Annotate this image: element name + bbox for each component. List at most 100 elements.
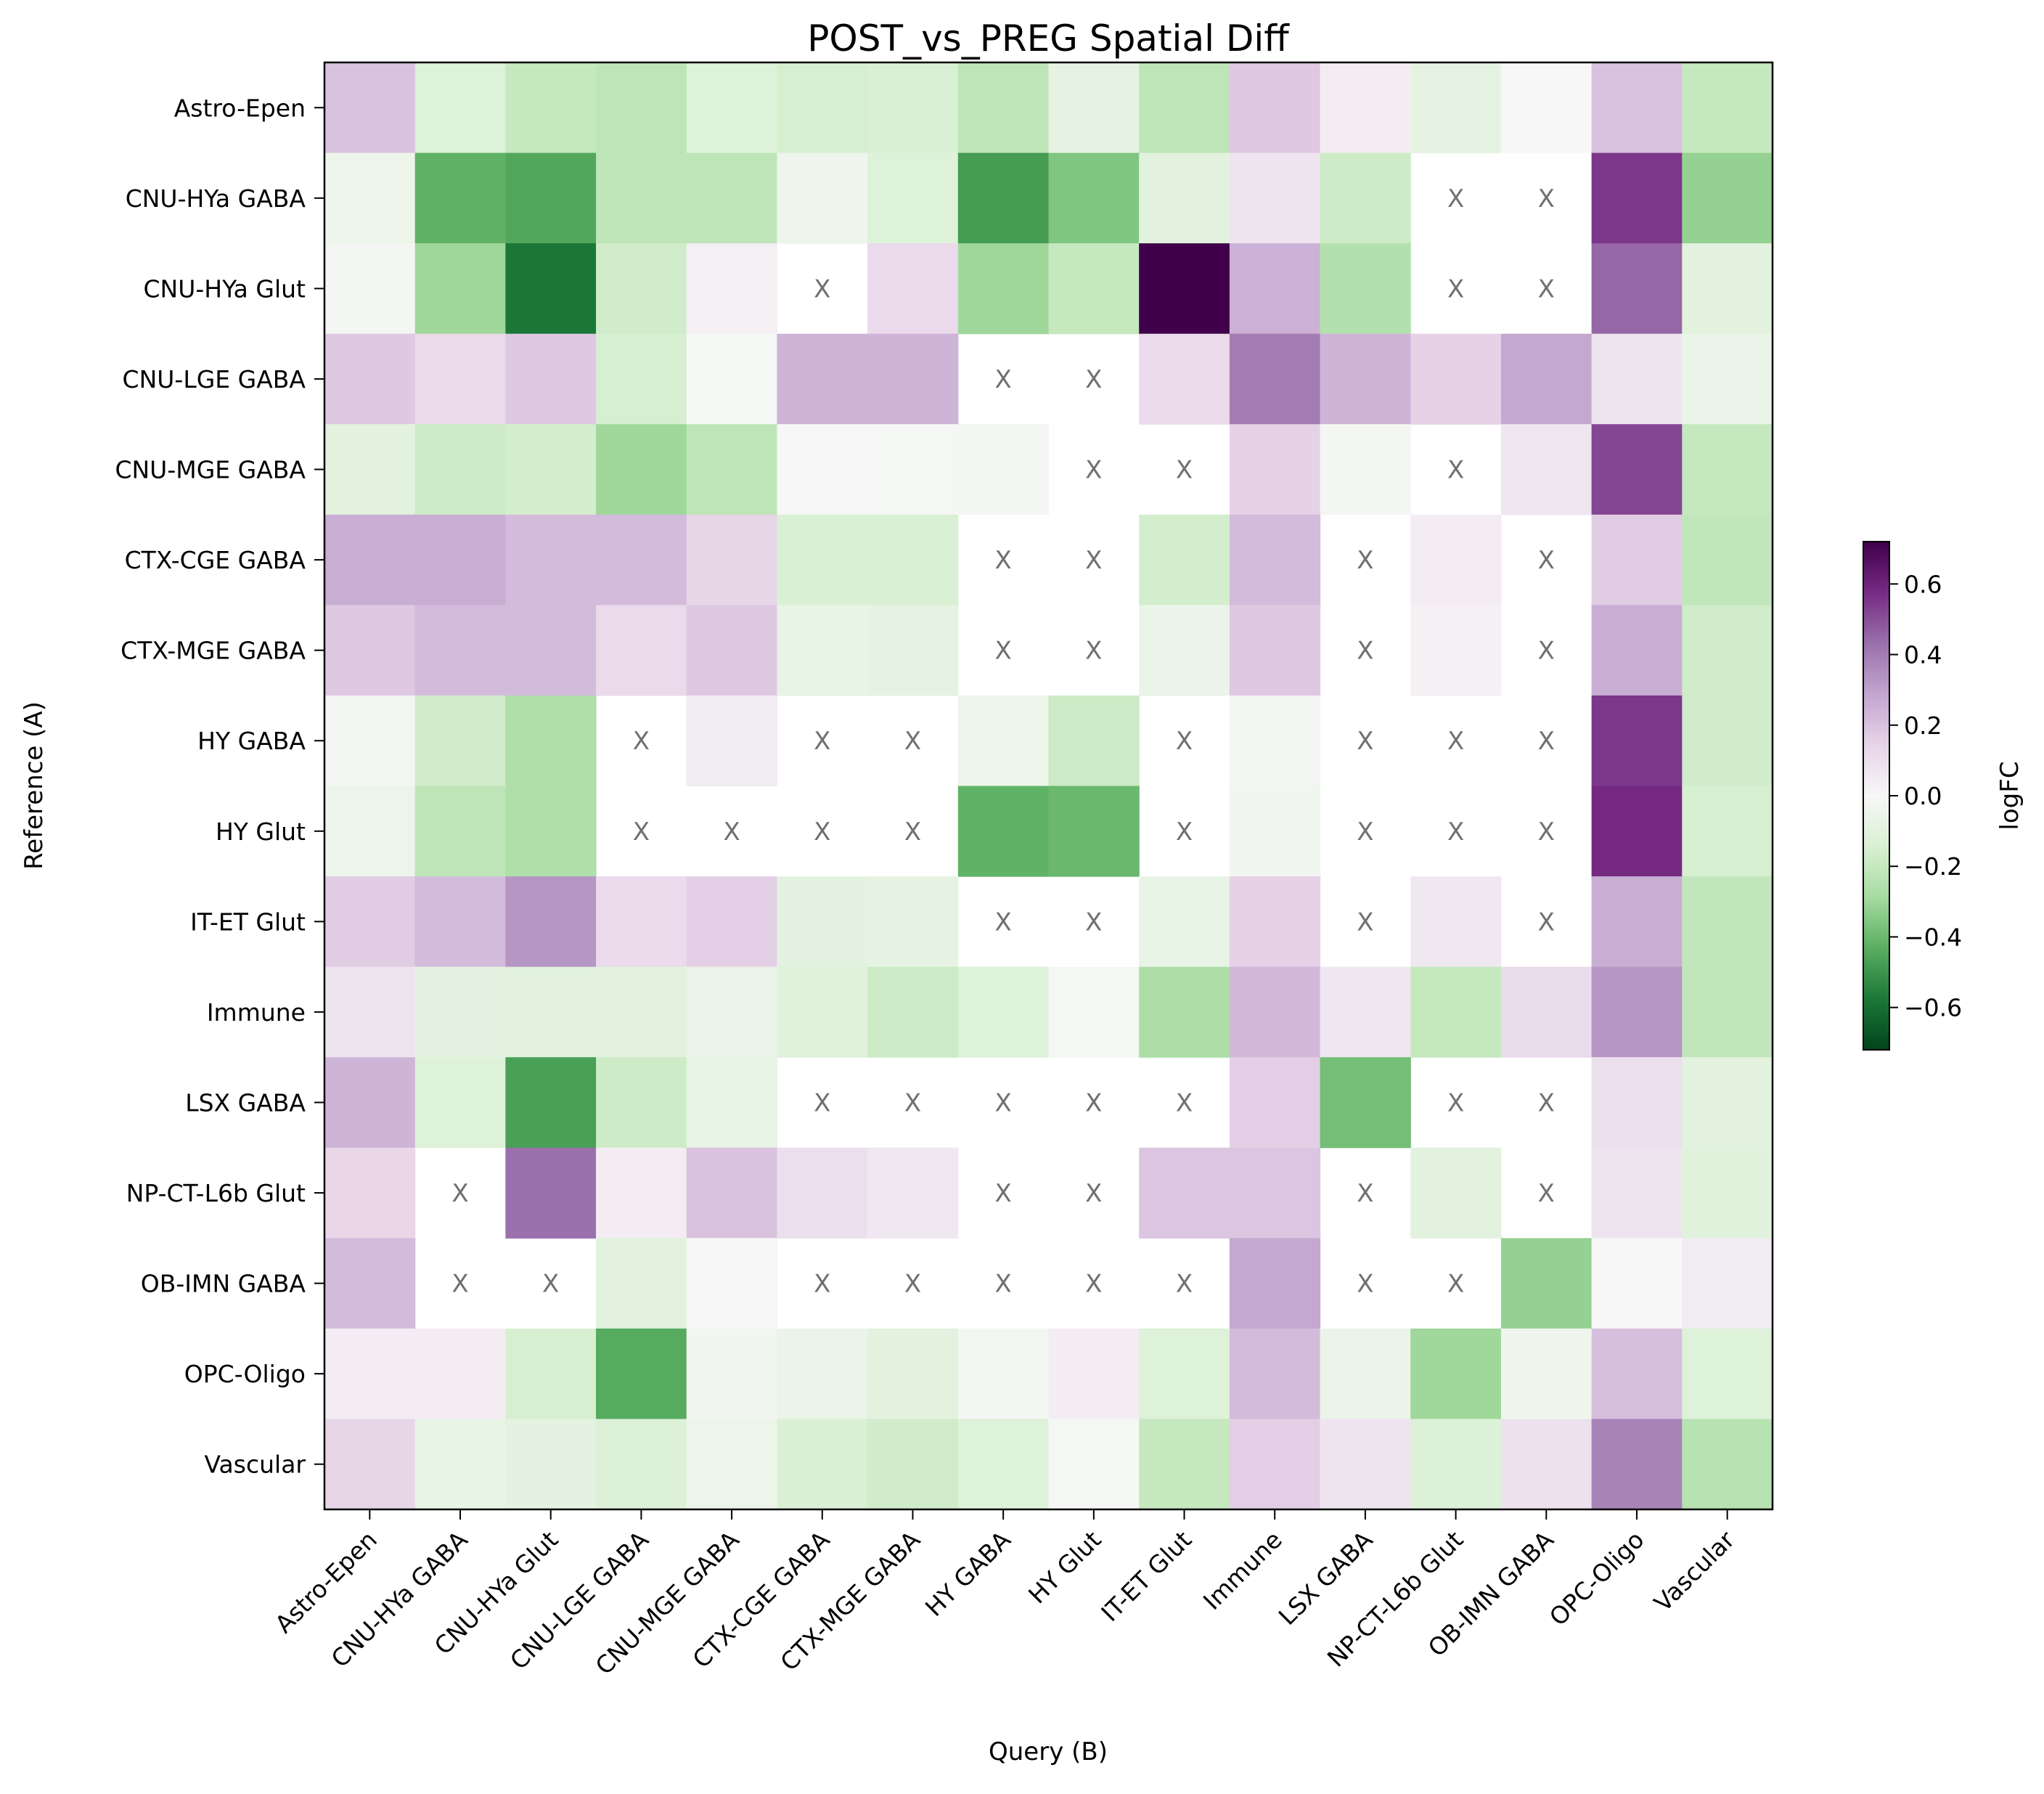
heatmap-cell: [324, 876, 416, 968]
heatmap-cell: [686, 1147, 778, 1239]
heatmap-cell: [505, 62, 597, 154]
missing-marker: X: [1085, 456, 1102, 485]
heatmap-cell: [686, 1328, 778, 1420]
missing-marker: X: [633, 818, 650, 847]
heatmap-cell: [414, 605, 506, 696]
heatmap-cell: [1500, 966, 1593, 1058]
missing-marker: X: [904, 1270, 921, 1299]
y-tick-label: Immune: [207, 998, 306, 1027]
heatmap-cell: [1320, 243, 1411, 335]
missing-marker: X: [451, 1270, 468, 1299]
heatmap-cell: [777, 1419, 868, 1510]
heatmap-cell: [505, 695, 597, 787]
missing-marker: X: [1447, 184, 1464, 213]
x-tick-label: Immune: [1198, 1525, 1288, 1615]
heatmap-cell: [957, 152, 1050, 244]
missing-marker: X: [995, 908, 1012, 937]
missing-marker: X: [1176, 456, 1193, 485]
colorbar-label: logFC: [1995, 761, 2024, 830]
heatmap-cell: [777, 1147, 868, 1239]
heatmap-cell: [1139, 1328, 1230, 1420]
y-tick-label: CNU-MGE GABA: [115, 456, 306, 484]
missing-marker: X: [995, 546, 1012, 575]
heatmap-cell: [1229, 333, 1321, 425]
missing-marker: X: [1357, 818, 1373, 847]
heatmap-cell: [686, 966, 778, 1058]
missing-marker: X: [1447, 1089, 1464, 1118]
heatmap-cell: [1410, 1328, 1502, 1420]
colorbar-tick-label: −0.4: [1904, 923, 1962, 951]
missing-marker: X: [1538, 184, 1555, 213]
colorbar-tick-label: −0.6: [1904, 994, 1962, 1022]
heatmap-cell: [1682, 966, 1773, 1058]
heatmap-cell: [1682, 152, 1773, 244]
heatmap-cell: [1229, 514, 1321, 606]
heatmap-cell: [324, 152, 416, 244]
x-tick-label: HY Glut: [1023, 1525, 1106, 1609]
heatmap-cell: [1591, 605, 1683, 696]
heatmap-cell: [505, 152, 597, 244]
missing-marker: X: [633, 727, 650, 756]
heatmap-cell: [596, 514, 687, 606]
heatmap-cell: [1591, 243, 1683, 335]
heatmap-cell: [1591, 62, 1683, 154]
missing-marker: X: [1447, 1270, 1464, 1299]
heatmap-cell: [686, 424, 778, 515]
heatmap-cell: [1320, 424, 1411, 515]
heatmap-cell: [957, 424, 1050, 515]
y-tick-label: NP-CT-L6b Glut: [126, 1179, 306, 1207]
heatmap-cell: [505, 514, 597, 606]
heatmap-cell: [596, 605, 687, 696]
heatmap-cell: [1229, 695, 1321, 787]
x-tick-label: OPC-Oligo: [1544, 1525, 1650, 1631]
heatmap-cell: [867, 333, 959, 425]
heatmap-cell: [1048, 966, 1140, 1058]
heatmap-cell: [1682, 1147, 1773, 1239]
heatmap-cell: [596, 1419, 687, 1510]
heatmap-cell: [324, 1238, 416, 1329]
missing-marker: X: [814, 818, 830, 847]
heatmap-cell: [1048, 786, 1140, 877]
y-tick-label: CTX-MGE GABA: [120, 637, 306, 665]
heatmap-cell: [1591, 1147, 1683, 1239]
heatmap-cell: [324, 424, 416, 515]
missing-marker: X: [995, 1270, 1012, 1299]
missing-marker: X: [1538, 637, 1555, 666]
heatmap-cell: [686, 152, 778, 244]
heatmap-cell: [1048, 695, 1140, 787]
heatmap-cell: [1048, 243, 1140, 335]
heatmap-cell: [1682, 62, 1773, 154]
heatmap-cell: [1682, 243, 1773, 335]
heatmap-cell: [1682, 786, 1773, 877]
heatmap-cell: [324, 1147, 416, 1239]
missing-marker: X: [1538, 546, 1555, 575]
heatmap-cell: [1682, 695, 1773, 787]
heatmap-cell: [1682, 1328, 1773, 1420]
missing-marker: X: [1447, 818, 1464, 847]
heatmap-cell: [414, 966, 506, 1058]
heatmap-cell: [1139, 876, 1230, 968]
heatmap-cell: [777, 605, 868, 696]
heatmap-cell: [686, 695, 778, 787]
missing-marker: X: [1357, 637, 1373, 666]
heatmap-cell: [596, 966, 687, 1058]
heatmap-cell: [957, 966, 1050, 1058]
heatmap-cell: [1139, 1147, 1230, 1239]
heatmap-cell: [324, 1419, 416, 1510]
heatmap-cell: [505, 424, 597, 515]
missing-marker: X: [1085, 908, 1102, 937]
colorbar-tick-label: 0.4: [1904, 641, 1942, 669]
missing-marker: X: [1538, 727, 1555, 756]
y-tick-label: CTX-CGE GABA: [125, 546, 306, 574]
heatmap-cell: [414, 333, 506, 425]
missing-marker: X: [1085, 637, 1102, 666]
heatmap-cell: [414, 695, 506, 787]
heatmap-cell: [1320, 152, 1411, 244]
y-tick-label: CNU-HYa GABA: [126, 184, 306, 213]
y-tick-label: HY Glut: [216, 818, 306, 846]
missing-marker: X: [995, 1179, 1012, 1208]
heatmap-cell: [957, 243, 1050, 335]
heatmap-cell: [1229, 1328, 1321, 1420]
heatmap-cell: [505, 1419, 597, 1510]
heatmap-cell: [414, 1057, 506, 1149]
